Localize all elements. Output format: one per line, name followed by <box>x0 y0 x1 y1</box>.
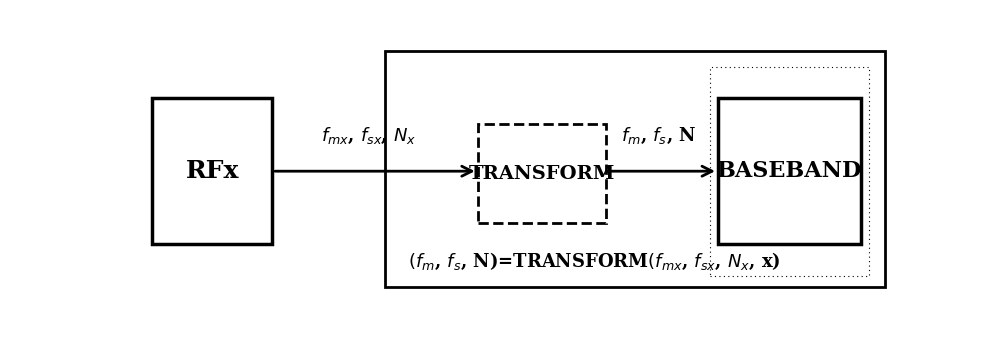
Bar <box>152 98 272 244</box>
Text: BASEBAND: BASEBAND <box>717 160 862 182</box>
Bar <box>710 67 869 276</box>
Bar <box>385 51 885 287</box>
Bar <box>478 124 606 223</box>
Text: $f_{mx}$, $f_{sx}$, $N_x$: $f_{mx}$, $f_{sx}$, $N_x$ <box>321 126 417 146</box>
Text: RFx: RFx <box>185 159 239 183</box>
Text: TRANSFORM: TRANSFORM <box>468 165 615 183</box>
Text: $f_m$, $f_s$, N: $f_m$, $f_s$, N <box>621 126 696 146</box>
Bar <box>718 98 861 244</box>
Text: $(f_m$, $f_s$, N)=TRANSFORM$(f_{mx}$, $f_{sx}$, $N_x$, x): $(f_m$, $f_s$, N)=TRANSFORM$(f_{mx}$, $f… <box>408 251 781 272</box>
